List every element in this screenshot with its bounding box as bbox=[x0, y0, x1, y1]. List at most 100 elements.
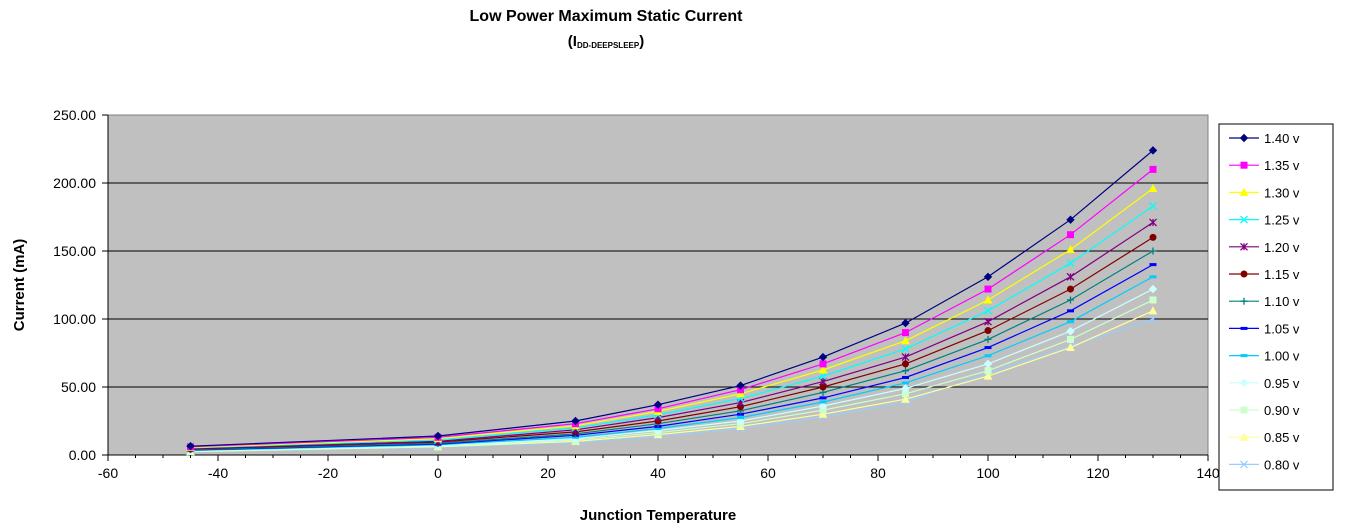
data-point bbox=[1149, 263, 1157, 267]
legend-marker bbox=[1240, 406, 1248, 414]
data-point bbox=[1149, 202, 1157, 211]
data-point bbox=[1066, 327, 1075, 336]
series-line bbox=[190, 310, 1154, 453]
data-point bbox=[1149, 233, 1157, 241]
y-tick-label: 150.00 bbox=[53, 243, 96, 259]
legend-entry: 1.15 v bbox=[1229, 267, 1300, 282]
legend-entry: 0.90 v bbox=[1229, 403, 1300, 418]
data-point bbox=[736, 416, 745, 426]
legend-marker bbox=[1240, 297, 1248, 305]
legend-entry: 1.35 v bbox=[1229, 158, 1300, 173]
legend-label: 0.85 v bbox=[1264, 430, 1300, 445]
data-point bbox=[984, 327, 992, 335]
series-line bbox=[190, 221, 1154, 450]
x-tick-label: 120 bbox=[1086, 465, 1110, 481]
legend-marker bbox=[1239, 378, 1249, 388]
y-tick-label: 0.00 bbox=[69, 447, 96, 463]
data-point bbox=[983, 371, 993, 380]
data-point bbox=[1066, 272, 1075, 281]
x-tick-label: 40 bbox=[650, 465, 666, 481]
data-point bbox=[1148, 306, 1158, 315]
data-point bbox=[901, 336, 910, 345]
data-point bbox=[1149, 315, 1157, 323]
legend-entry: 1.30 v bbox=[1229, 185, 1300, 200]
subtitle-close: ) bbox=[639, 33, 644, 50]
legend-marker bbox=[1239, 133, 1249, 143]
data-point bbox=[901, 318, 910, 328]
series-line bbox=[190, 250, 1154, 451]
data-point bbox=[983, 359, 993, 369]
legend-label: 1.15 v bbox=[1264, 267, 1300, 282]
data-point bbox=[902, 360, 909, 368]
legend-label: 1.00 v bbox=[1264, 349, 1300, 364]
x-tick-label: -60 bbox=[98, 465, 118, 481]
legend-label: 1.05 v bbox=[1264, 321, 1300, 336]
data-point bbox=[1067, 285, 1074, 293]
data-point bbox=[1149, 275, 1157, 279]
series-line bbox=[190, 276, 1154, 451]
data-point bbox=[819, 360, 827, 368]
subtitle-open: (I bbox=[568, 33, 577, 50]
data-point bbox=[1067, 335, 1074, 343]
series-line bbox=[190, 205, 1154, 449]
data-point bbox=[1149, 218, 1157, 227]
series-line bbox=[190, 288, 1154, 452]
data-point bbox=[1066, 215, 1075, 224]
data-point bbox=[1149, 165, 1157, 173]
legend-marker bbox=[1240, 215, 1248, 224]
x-tick-label: 80 bbox=[870, 465, 886, 481]
gridlines bbox=[108, 182, 1208, 388]
data-point bbox=[819, 396, 827, 400]
data-point bbox=[186, 441, 195, 451]
data-point bbox=[818, 401, 828, 411]
y-tick-label: 200.00 bbox=[53, 175, 96, 191]
y-tick-label: 50.00 bbox=[61, 379, 96, 395]
series-line bbox=[190, 149, 1154, 447]
data-point bbox=[654, 426, 662, 430]
legend-label: 1.30 v bbox=[1264, 185, 1300, 200]
chart-title: Low Power Maximum Static Current bbox=[470, 8, 744, 25]
series-line bbox=[190, 168, 1154, 448]
legend-entry: 0.80 v bbox=[1229, 457, 1300, 472]
data-point bbox=[901, 344, 910, 353]
data-point bbox=[571, 416, 580, 426]
legend-label: 1.35 v bbox=[1264, 158, 1300, 173]
data-point bbox=[1066, 343, 1075, 352]
data-point bbox=[653, 400, 663, 409]
data-point bbox=[433, 431, 443, 441]
legend-entry: 1.40 v bbox=[1229, 131, 1300, 146]
legend-entry: 1.25 v bbox=[1229, 213, 1300, 228]
data-point bbox=[902, 381, 909, 385]
data-point bbox=[984, 285, 992, 293]
series-1-20-v bbox=[186, 218, 1157, 453]
data-point bbox=[984, 354, 992, 358]
data-point bbox=[901, 353, 910, 362]
series-line bbox=[190, 187, 1154, 449]
data-point bbox=[902, 329, 909, 337]
data-point bbox=[819, 372, 827, 381]
data-point bbox=[1067, 296, 1074, 304]
legend-marker bbox=[1239, 187, 1249, 196]
data-point bbox=[1148, 284, 1158, 294]
data-point bbox=[1148, 183, 1158, 192]
x-tick-label: 60 bbox=[760, 465, 776, 481]
axes: 0.00 50.00 100.00 150.00 200.00 250.00 -60 -40 -… bbox=[53, 107, 1220, 481]
data-point bbox=[984, 346, 992, 350]
legend-marker bbox=[1240, 354, 1248, 358]
legend-entry: 1.00 v bbox=[1229, 349, 1300, 364]
data-point bbox=[1149, 296, 1157, 304]
legend-marker bbox=[1239, 432, 1249, 441]
x-tick-label: -40 bbox=[208, 465, 228, 481]
legend-label: 1.20 v bbox=[1264, 240, 1300, 255]
y-tick-label: 250.00 bbox=[53, 107, 96, 123]
data-point bbox=[1067, 231, 1074, 239]
data-point bbox=[1066, 245, 1075, 254]
legend-marker bbox=[1240, 460, 1248, 469]
plot-area bbox=[107, 114, 1209, 456]
legend-label: 0.90 v bbox=[1264, 403, 1300, 418]
legend-marker bbox=[1240, 242, 1248, 251]
data-point bbox=[902, 375, 909, 379]
series-1-40-v bbox=[186, 146, 1158, 451]
legend-marker bbox=[1240, 326, 1248, 330]
